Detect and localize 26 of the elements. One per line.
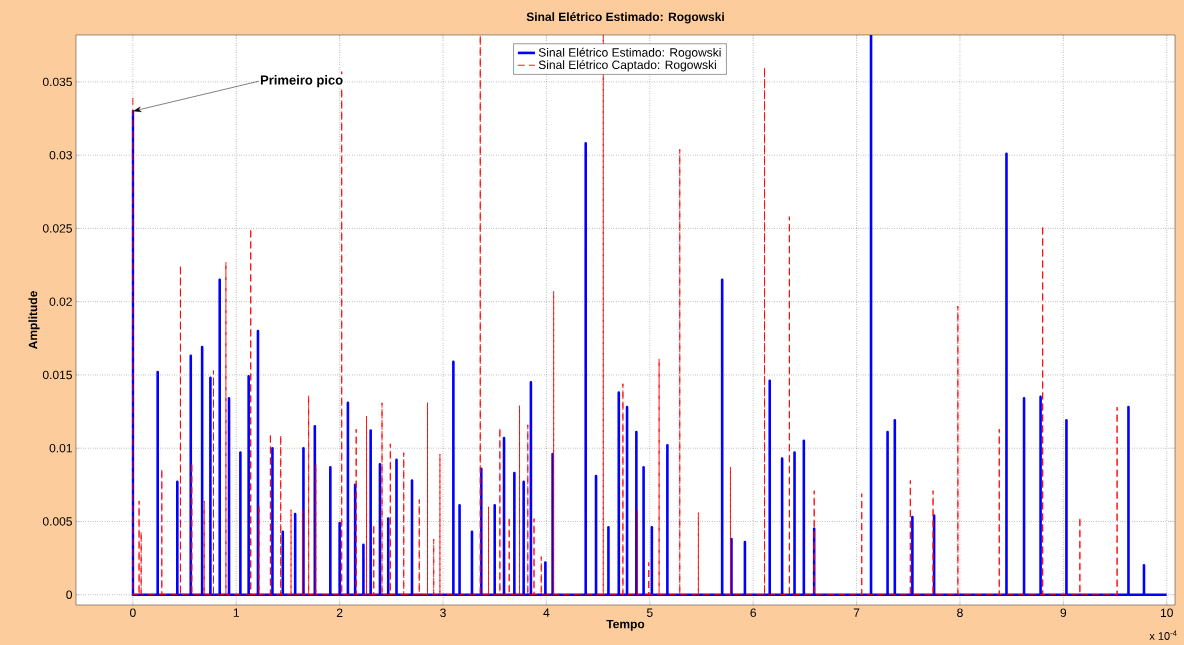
x-tick-label: 4 bbox=[543, 608, 550, 617]
x-tick-label: 2 bbox=[336, 608, 343, 617]
annotation: Primeiro pico bbox=[260, 75, 343, 88]
legend-label: Sinal Elétrico Captado: Rogowski bbox=[538, 60, 716, 72]
y-tick-label: 0.01 bbox=[49, 443, 72, 453]
x-tick-label: 3 bbox=[440, 608, 446, 618]
x-tick-label: 8 bbox=[957, 608, 963, 618]
y-tick-label: 0.005 bbox=[42, 517, 72, 526]
x-tick-label: 6 bbox=[750, 608, 756, 618]
x-tick-label: 9 bbox=[1060, 608, 1067, 618]
x-tick-label: 7 bbox=[853, 608, 860, 617]
chart-title: Sinal Elétrico Estimado: Rogowski bbox=[526, 12, 724, 24]
y-tick-label: 0.03 bbox=[49, 150, 72, 160]
y-tick-label: 0.035 bbox=[42, 77, 72, 87]
x-axis-title: Tempo bbox=[606, 619, 645, 631]
y-tick-label: 0.02 bbox=[49, 297, 72, 306]
legend-label: Sinal Elétrico Estimado: Rogowski bbox=[538, 47, 721, 60]
y-tick-label: 0.015 bbox=[42, 370, 72, 380]
x-tick-label: 1 bbox=[233, 608, 240, 617]
y-tick-label: 0 bbox=[66, 590, 73, 599]
x-tick-label: 10 bbox=[1160, 608, 1173, 618]
x-tick-label: 5 bbox=[646, 608, 653, 617]
y-axis-title: Amplitude bbox=[28, 291, 40, 350]
y-tick-label: 0.025 bbox=[42, 224, 72, 233]
x-tick-label: 0 bbox=[130, 608, 136, 618]
text: x 10$^{-4}$ bbox=[1149, 630, 1177, 640]
